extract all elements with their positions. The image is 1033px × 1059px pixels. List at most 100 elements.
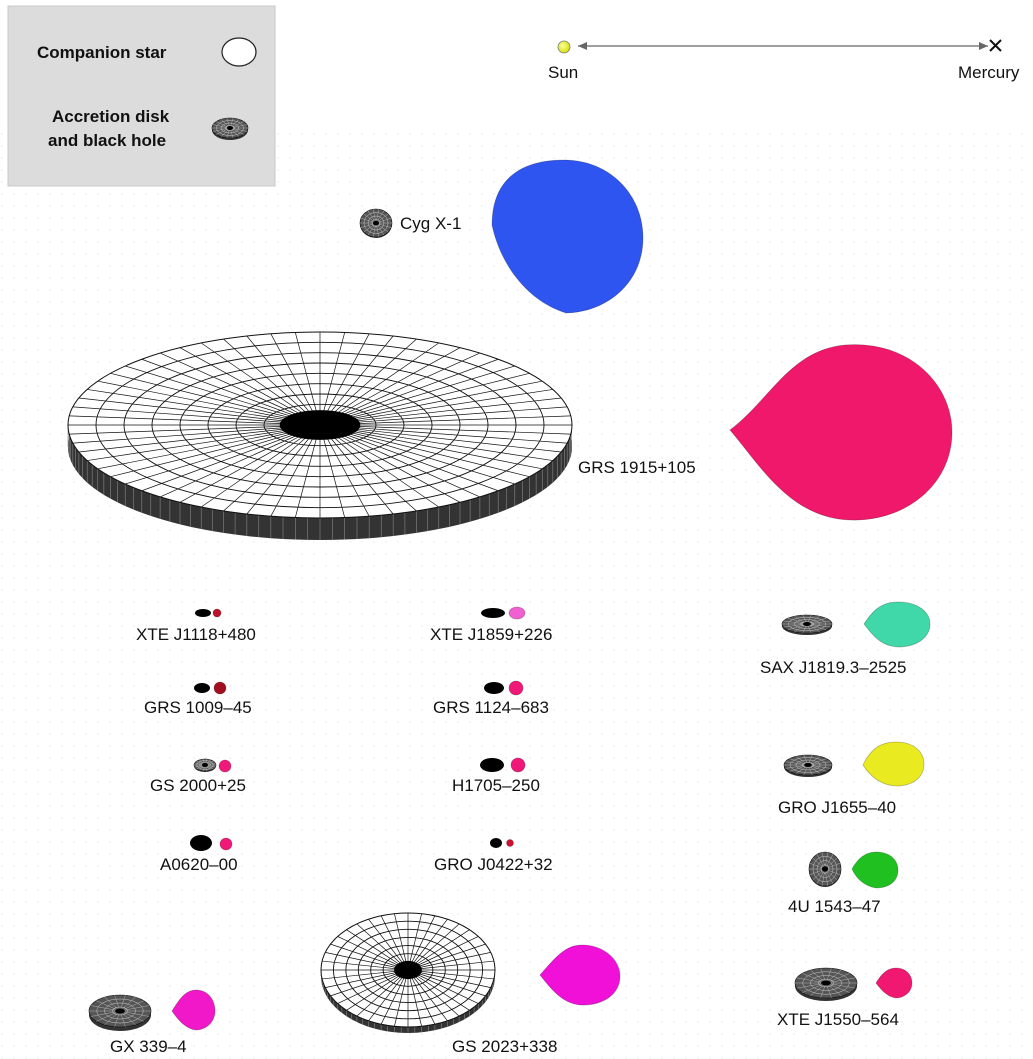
disk-spoke xyxy=(407,913,422,971)
disk-spoke xyxy=(825,968,832,984)
disk-spoke xyxy=(319,424,543,470)
companion-star xyxy=(863,601,931,648)
disk-spoke xyxy=(201,342,321,426)
black-hole-disk xyxy=(195,609,211,617)
legend-accretion-label-1: Accretion disk xyxy=(52,107,170,126)
disk-spoke xyxy=(223,338,321,426)
disk-spoke xyxy=(97,424,321,470)
grs-1915-star xyxy=(729,344,953,521)
disk-spoke xyxy=(270,333,321,426)
disk-spoke xyxy=(87,389,321,426)
system-a0620: A0620–00 xyxy=(160,835,238,874)
disk-spoke xyxy=(319,424,417,512)
disk-spoke xyxy=(201,424,321,508)
black-hole-disk xyxy=(481,608,505,618)
system-label: GRO J1655–40 xyxy=(778,798,896,817)
disk-spoke xyxy=(820,968,827,984)
disk-spoke xyxy=(825,982,842,997)
legend: Companion star Accretion disk and black … xyxy=(7,5,276,187)
system-label: GRS 1009–45 xyxy=(144,698,252,717)
disk-spoke xyxy=(824,852,829,870)
disk-spoke xyxy=(807,764,831,769)
system-label: 4U 1543–47 xyxy=(788,897,881,916)
gs-2023-disk xyxy=(320,912,496,1033)
disk-spoke xyxy=(816,868,826,884)
disk-spoke xyxy=(407,915,436,971)
disk-spoke xyxy=(319,333,370,426)
system-gx-339: GX 339–4 xyxy=(88,989,216,1056)
disk-spoke xyxy=(319,347,461,426)
system-4u-1543: 4U 1543–47 xyxy=(788,851,899,916)
legend-accretion-label-2: and black hole xyxy=(48,131,166,150)
disk-spoke xyxy=(825,973,850,984)
disk-spoke xyxy=(141,358,321,426)
disk-spoke xyxy=(319,424,481,498)
system-cyg-x-1: Cyg X-1 xyxy=(359,159,644,314)
disk-spoke xyxy=(69,415,321,426)
disk-spoke xyxy=(407,969,486,997)
disk-spoke xyxy=(394,969,409,1027)
disk-spoke xyxy=(246,424,321,515)
disk-spoke xyxy=(380,969,409,1025)
legend-companion-label: Companion star xyxy=(37,43,167,62)
disk-spoke xyxy=(796,982,827,989)
disk-spoke xyxy=(407,923,460,971)
disk-spoke xyxy=(783,623,808,628)
accretion-disk-icon xyxy=(211,117,249,140)
disk-spoke xyxy=(407,952,491,971)
disk-spoke xyxy=(96,1010,121,1022)
disk-spoke xyxy=(319,424,499,492)
black-hole xyxy=(394,960,422,980)
system-xte-j1550: XTE J1550–564 xyxy=(777,967,913,1029)
system-gs-2023: GS 2023+338 xyxy=(320,912,621,1056)
system-label: GRS 1915+105 xyxy=(578,458,696,477)
black-hole xyxy=(202,763,208,767)
system-label: XTE J1118+480 xyxy=(136,625,256,644)
cyg-x-1-disk xyxy=(359,208,393,238)
system-xte-j1118: XTE J1118+480 xyxy=(136,608,256,644)
disk-spoke xyxy=(319,389,553,426)
disk-spoke xyxy=(319,424,562,453)
disk-spoke xyxy=(407,969,494,980)
black-hole-disk xyxy=(490,838,502,848)
companion-star xyxy=(875,967,913,999)
system-label: GS 2000+25 xyxy=(150,776,246,795)
disk-spoke xyxy=(119,1000,144,1012)
companion-star xyxy=(171,989,216,1031)
system-grs-1124: GRS 1124–683 xyxy=(433,680,549,717)
mercury-x-icon xyxy=(989,39,1002,52)
disk-spoke xyxy=(346,969,409,1011)
disk-spoke xyxy=(407,943,486,971)
disk-spoke xyxy=(125,424,321,485)
disk-spoke xyxy=(325,952,409,971)
disk-spoke xyxy=(824,868,834,884)
system-grs-1009: GRS 1009–45 xyxy=(144,681,252,717)
system-label: GRS 1124–683 xyxy=(433,698,549,717)
disk-spoke xyxy=(119,995,126,1012)
disk-spoke xyxy=(159,352,321,426)
system-grs-1915: GRS 1915+105 xyxy=(67,331,953,540)
disk-spoke xyxy=(368,969,409,1022)
disk-spoke xyxy=(816,854,826,870)
disk-spoke xyxy=(87,424,321,461)
system-gs-2000: GS 2000+25 xyxy=(150,758,246,795)
system-label: GS 2023+338 xyxy=(452,1037,557,1056)
black-hole-disk xyxy=(480,758,504,772)
system-label: H1705–250 xyxy=(452,776,540,795)
disk-spoke xyxy=(821,868,826,886)
disk-spoke xyxy=(319,352,481,426)
disk-spoke xyxy=(319,397,562,426)
xte-j1550-disk xyxy=(794,967,858,1001)
disk-spoke xyxy=(407,969,422,1027)
disk-spoke xyxy=(824,868,829,886)
arrowhead-right-icon xyxy=(979,42,988,50)
companion-star xyxy=(510,757,526,773)
disk-spoke xyxy=(110,424,321,478)
disk-spoke xyxy=(824,854,834,870)
disk-spoke xyxy=(375,209,379,224)
scale-bar: Sun Mercury xyxy=(548,39,1020,82)
system-label: XTE J1859+226 xyxy=(430,625,552,644)
companion-star xyxy=(506,839,514,847)
disk-spoke xyxy=(346,929,409,971)
